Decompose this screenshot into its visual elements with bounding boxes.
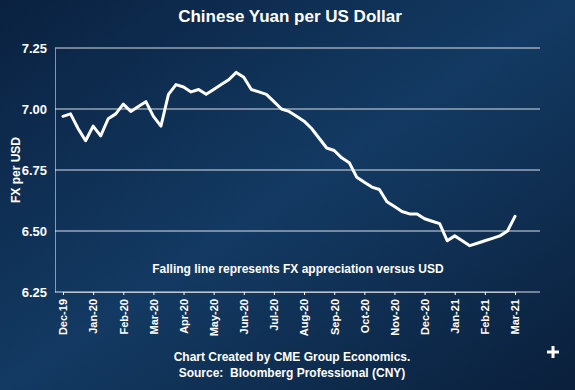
y-tick-label: 7.00 xyxy=(22,102,47,117)
x-tick-mark xyxy=(244,292,245,295)
x-tick-label: May-20 xyxy=(208,299,220,336)
x-tick-mark xyxy=(485,292,486,295)
grid-line xyxy=(55,48,540,49)
x-tick: Feb-20 xyxy=(118,292,130,334)
y-tick-label: 6.50 xyxy=(22,224,47,239)
y-tick: 7.25 xyxy=(22,41,55,56)
y-tick-label: 6.25 xyxy=(22,285,47,300)
grid-line xyxy=(55,292,540,293)
x-tick-mark xyxy=(123,292,124,295)
x-tick-label: Jan-21 xyxy=(449,299,461,334)
title: Chinese Yuan per US Dollar xyxy=(178,7,402,26)
grid xyxy=(55,48,540,292)
x-tick: Jun-20 xyxy=(238,292,250,334)
y-axis-line xyxy=(55,49,56,293)
x-tick-mark xyxy=(304,292,305,295)
grid-line xyxy=(55,170,540,171)
x-tick-label: Dec-19 xyxy=(57,299,69,335)
x-tick: Nov-20 xyxy=(389,292,401,336)
x-axis-line xyxy=(64,292,516,293)
credit: Source: Bloomberg Professional (CNY) xyxy=(179,366,406,380)
x-tick: Sep-20 xyxy=(329,292,341,335)
line xyxy=(63,72,515,245)
x-tick-label: Apr-20 xyxy=(178,299,190,334)
y-axis-title: FX per USD xyxy=(9,137,23,203)
x-tick-mark xyxy=(184,292,185,295)
x-tick-label: Mar-20 xyxy=(148,299,160,334)
y-tick-label: 6.75 xyxy=(22,163,47,178)
x-tick-label: Dec-20 xyxy=(419,299,431,335)
x-tick-label: Nov-20 xyxy=(389,299,401,336)
x-tick: Aug-20 xyxy=(298,292,310,336)
x-tick-mark xyxy=(425,292,426,295)
x-tick-label: Feb-20 xyxy=(118,299,130,334)
x-tick: Mar-20 xyxy=(148,292,160,334)
x-tick-label: Sep-20 xyxy=(329,299,341,335)
x-tick-mark xyxy=(394,292,395,295)
y-tick: 6.50 xyxy=(22,224,55,239)
x-tick: Mar-21 xyxy=(509,292,521,334)
x-tick: May-20 xyxy=(208,292,220,336)
x-tick-label: Aug-20 xyxy=(298,299,310,336)
x-tick-label: Jan-20 xyxy=(87,299,99,334)
annotation: Falling line represents FX appreciation … xyxy=(152,262,444,276)
chart: Chinese Yuan per US Dollar 6.25 6.50 6.75 7.… xyxy=(0,0,575,390)
x-tick-mark xyxy=(214,292,215,295)
y-tick: 6.25 xyxy=(22,285,55,300)
expand-icon[interactable] xyxy=(547,346,559,358)
x-tick: Dec-19 xyxy=(57,292,69,335)
x-tick: Oct-20 xyxy=(359,292,371,333)
x-tick-mark xyxy=(63,292,64,295)
grid-line xyxy=(55,231,540,232)
x-tick-mark xyxy=(274,292,275,295)
x-tick-mark xyxy=(93,292,94,295)
y-tick-label: 7.25 xyxy=(22,41,47,56)
x-tick-mark xyxy=(515,292,516,295)
x-tick-label: Jul-20 xyxy=(268,299,280,331)
x-tick-label: Feb-21 xyxy=(479,299,491,334)
y-axis: 6.25 6.50 6.75 7.00 7.25 xyxy=(22,41,56,300)
x-tick: Feb-21 xyxy=(479,292,491,334)
x-tick-label: Oct-20 xyxy=(359,299,371,333)
x-tick-mark xyxy=(334,292,335,295)
credit: Chart Created by CME Group Economics. xyxy=(174,350,411,364)
x-tick: Jul-20 xyxy=(268,292,280,331)
icon-bar[interactable] xyxy=(552,346,555,358)
background xyxy=(0,0,575,390)
x-tick: Jan-20 xyxy=(87,292,99,334)
x-tick: Apr-20 xyxy=(178,292,190,334)
x-tick-label: Mar-21 xyxy=(509,299,521,334)
x-tick: Jan-21 xyxy=(449,292,461,334)
y-tick: 6.75 xyxy=(22,163,55,178)
x-tick-mark xyxy=(364,292,365,295)
x-tick-mark xyxy=(153,292,154,295)
x-axis: Dec-19 Jan-20 Feb-20 Mar-20 Apr-20 May-20 Jun-… xyxy=(57,292,521,336)
x-tick-label: Jun-20 xyxy=(238,299,250,334)
x-tick-mark xyxy=(455,292,456,295)
y-tick: 7.00 xyxy=(22,102,55,117)
plot-area xyxy=(63,72,515,245)
x-tick: Dec-20 xyxy=(419,292,431,335)
